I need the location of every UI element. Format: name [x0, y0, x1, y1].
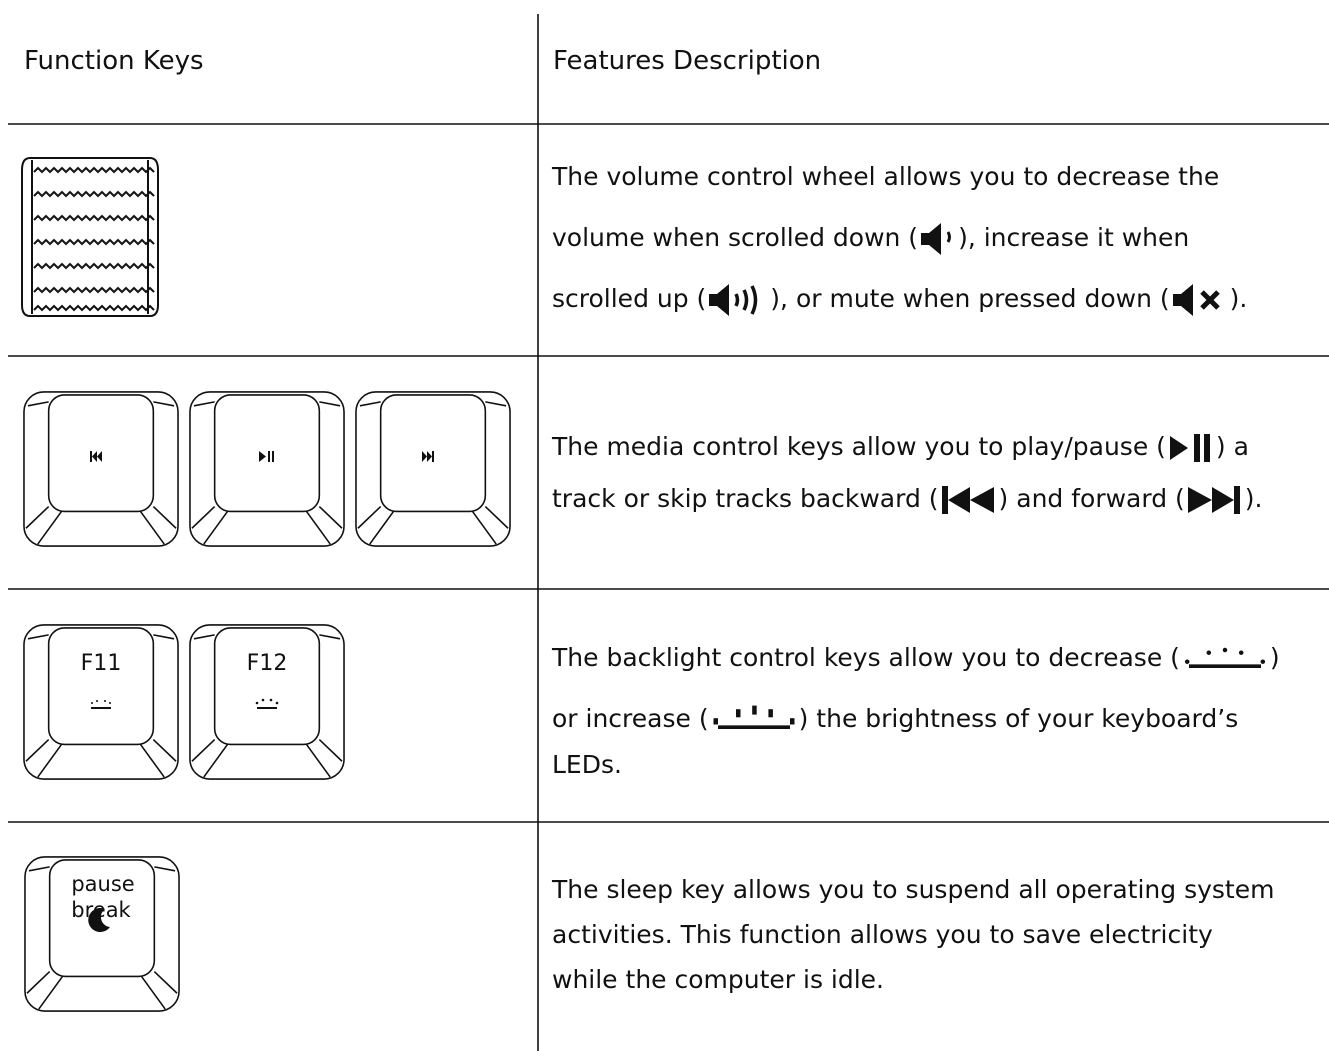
key-label: F12 — [247, 651, 288, 676]
icon-play-pause — [1166, 428, 1216, 468]
description-line: The volume control wheel allows you to d… — [552, 157, 1219, 197]
text: ) and forward ( — [998, 484, 1185, 513]
icon-volume-down — [918, 219, 958, 259]
key-label: break — [71, 898, 131, 922]
text: ). — [1244, 484, 1263, 513]
play-key — [189, 391, 345, 547]
description-line: activities. This function allows you to … — [552, 915, 1213, 955]
text: while the computer is idle. — [552, 965, 885, 994]
icon-backlight-down — [1180, 639, 1270, 679]
text: ) the brightness of your keyboard’s — [798, 704, 1239, 733]
f11-key — [23, 624, 179, 780]
icon-volume-up — [706, 280, 770, 320]
description-line: The sleep key allows you to suspend all … — [552, 870, 1274, 910]
text: The sleep key allows you to suspend all … — [552, 875, 1275, 904]
description-line: track or skip tracks backward ( ) and for… — [552, 479, 1262, 519]
text: ), increase it when — [958, 223, 1190, 252]
description-line: The media control keys allow you to play… — [552, 427, 1249, 467]
description-line: or increase ( ) the brightness of your ke… — [552, 699, 1238, 739]
icon-backlight-up — [709, 700, 799, 740]
text: The volume control wheel allows you to d… — [552, 162, 1220, 191]
description-line: while the computer is idle. — [552, 960, 884, 1000]
text: ), or mute when pressed down ( — [770, 284, 1170, 313]
text: or increase ( — [552, 704, 709, 733]
icon-previous — [939, 480, 999, 520]
description-line: volume when scrolled down ( ), increase i… — [552, 218, 1189, 258]
key-label: pause — [71, 872, 134, 896]
text: scrolled up ( — [552, 284, 707, 313]
description-line: The backlight control keys allow you to … — [552, 638, 1280, 678]
prev-key — [23, 391, 179, 547]
text: activities. This function allows you to … — [552, 920, 1213, 949]
icon-mute — [1170, 280, 1230, 320]
description-line: LEDs. — [552, 745, 622, 785]
text: LEDs. — [552, 750, 622, 779]
volume-wheel — [21, 157, 159, 317]
text: ) a — [1215, 432, 1249, 461]
column-header: Features Description — [553, 46, 822, 76]
description-line: scrolled up ( ), or mute when pressed dow… — [552, 279, 1247, 319]
key-label: F11 — [81, 651, 122, 676]
next-key — [355, 391, 511, 547]
icon-next — [1185, 480, 1245, 520]
column-header: Function Keys — [24, 46, 204, 76]
text: ) — [1269, 643, 1280, 672]
text: The backlight control keys allow you to … — [552, 643, 1180, 672]
text: The media control keys allow you to play… — [552, 432, 1166, 461]
text: ). — [1229, 284, 1248, 313]
text: track or skip tracks backward ( — [552, 484, 939, 513]
f12-key — [189, 624, 345, 780]
text: volume when scrolled down ( — [552, 223, 919, 252]
